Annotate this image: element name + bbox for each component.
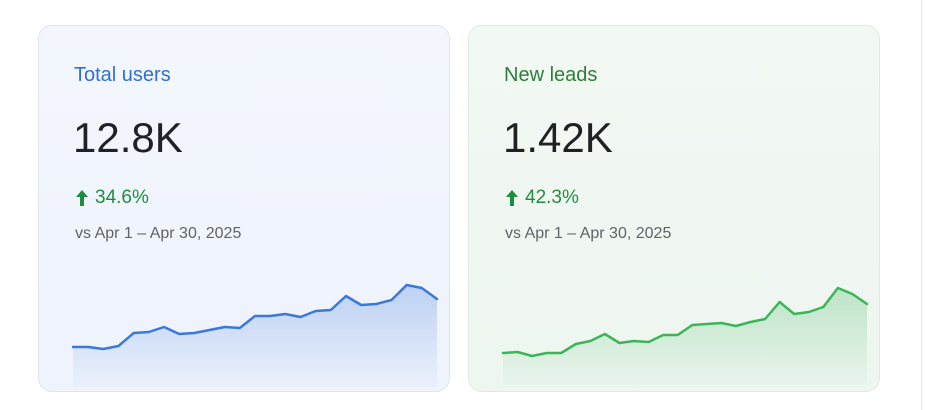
comparison: vs Apr 1 – Apr 30, 2025 [75,225,242,242]
comparison: vs Apr 1 – Apr 30, 2025 [505,225,672,242]
change-value: 34.6% [95,187,149,208]
sparkline [72,283,439,387]
sparkline-area [73,285,437,387]
change: 42.3% [505,187,579,209]
sparkline [502,286,869,387]
change-value: 42.3% [525,187,579,208]
sparkline-area [503,288,867,387]
metric-card: Total users 12.8K 34.6% vs Apr 1 – Apr 3… [38,25,450,392]
sparkline-line [72,283,439,351]
card-title: New leads [504,64,598,86]
change: 34.6% [75,187,149,209]
metric-value: 12.8K [73,114,183,161]
sparkline-line [502,286,869,358]
card-title: Total users [74,64,171,86]
up-arrow [506,190,518,206]
metric-value: 1.42K [503,114,613,161]
divider [921,0,922,410]
metric-card: New leads 1.42K 42.3% vs Apr 1 – Apr 30,… [468,25,880,392]
up-arrow [76,190,88,206]
